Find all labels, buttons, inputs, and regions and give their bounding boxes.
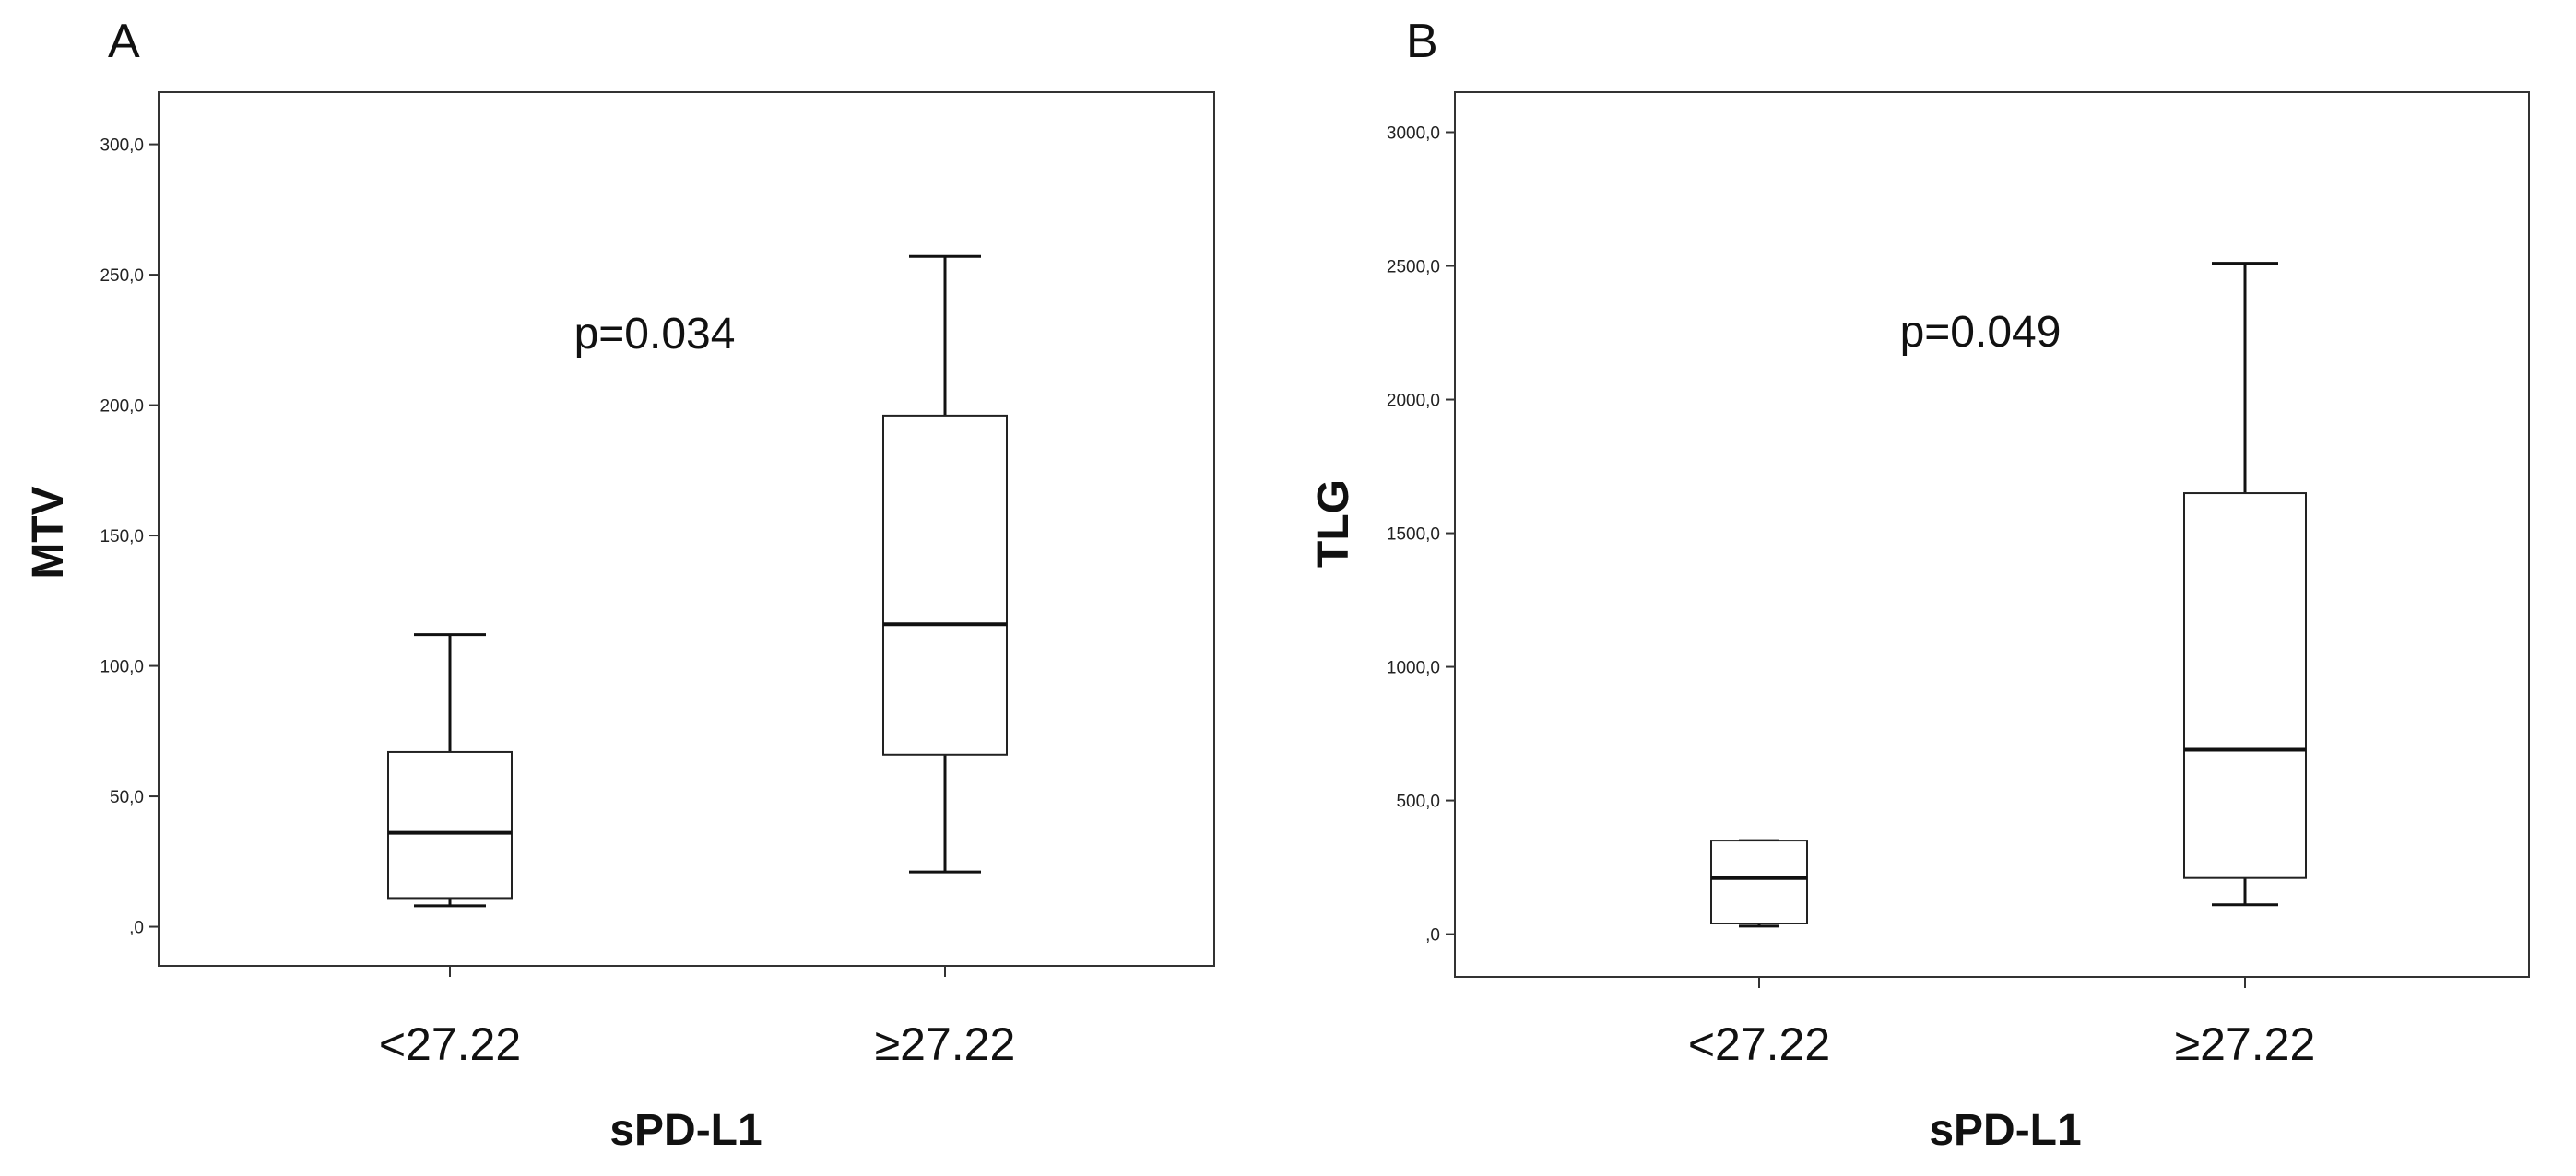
chart-panel-B: B ,0 500,0 1000,0 1500,0 2000,0 2500,0 3000,0 TL…: [1309, 15, 2530, 1155]
iqr-box: [1710, 840, 1808, 924]
y-tick-label: 50,0: [110, 788, 144, 807]
y-tick-label: 3000,0: [1387, 124, 1440, 144]
panel-letter: A: [108, 15, 140, 68]
y-tick-label: 2500,0: [1387, 258, 1440, 277]
x-tick-label: ≥27.22: [875, 1018, 1016, 1070]
box-2: ≥27.22: [2175, 262, 2316, 1070]
y-axis-label: TLG: [1309, 479, 1358, 568]
y-tick-label: 500,0: [1396, 793, 1440, 812]
box-1: <27.22: [379, 633, 521, 1070]
iqr-box: [2183, 492, 2307, 879]
box-1: <27.22: [1688, 839, 1830, 1070]
y-axis-label: MTV: [24, 486, 73, 579]
y-tick-label: 2000,0: [1387, 392, 1440, 411]
y-tick-label: 100,0: [100, 658, 144, 677]
y-tick-label: ,0: [129, 919, 144, 938]
x-tick-label: <27.22: [379, 1018, 521, 1070]
x-tick-label: <27.22: [1688, 1018, 1830, 1070]
y-tick-label: 200,0: [100, 397, 144, 417]
p-value-annotation: p=0.049: [1900, 308, 2062, 357]
x-axis-label: sPD-L1: [609, 1106, 762, 1155]
plot-frame: [158, 91, 1215, 967]
panel-letter: B: [1406, 15, 1438, 68]
y-tick-label: 150,0: [100, 527, 144, 547]
iqr-box: [882, 414, 1008, 756]
y-tick-label: 250,0: [100, 266, 144, 286]
y-tick-label: 1000,0: [1387, 659, 1440, 678]
iqr-box: [387, 750, 513, 900]
x-tick-label: ≥27.22: [2175, 1018, 2316, 1070]
y-tick-label: 300,0: [100, 136, 144, 156]
p-value-annotation: p=0.034: [574, 310, 736, 359]
chart-panel-A: A ,0 50,0 100,0 150,0 200,0 250,0 300,0 MTV sPD-L…: [24, 15, 1215, 1155]
y-tick-label: 1500,0: [1387, 525, 1440, 545]
plot-frame: [1454, 91, 2530, 978]
x-axis-label: sPD-L1: [1929, 1106, 2081, 1155]
box-2: ≥27.22: [875, 254, 1016, 1070]
y-tick-label: ,0: [1425, 926, 1440, 946]
